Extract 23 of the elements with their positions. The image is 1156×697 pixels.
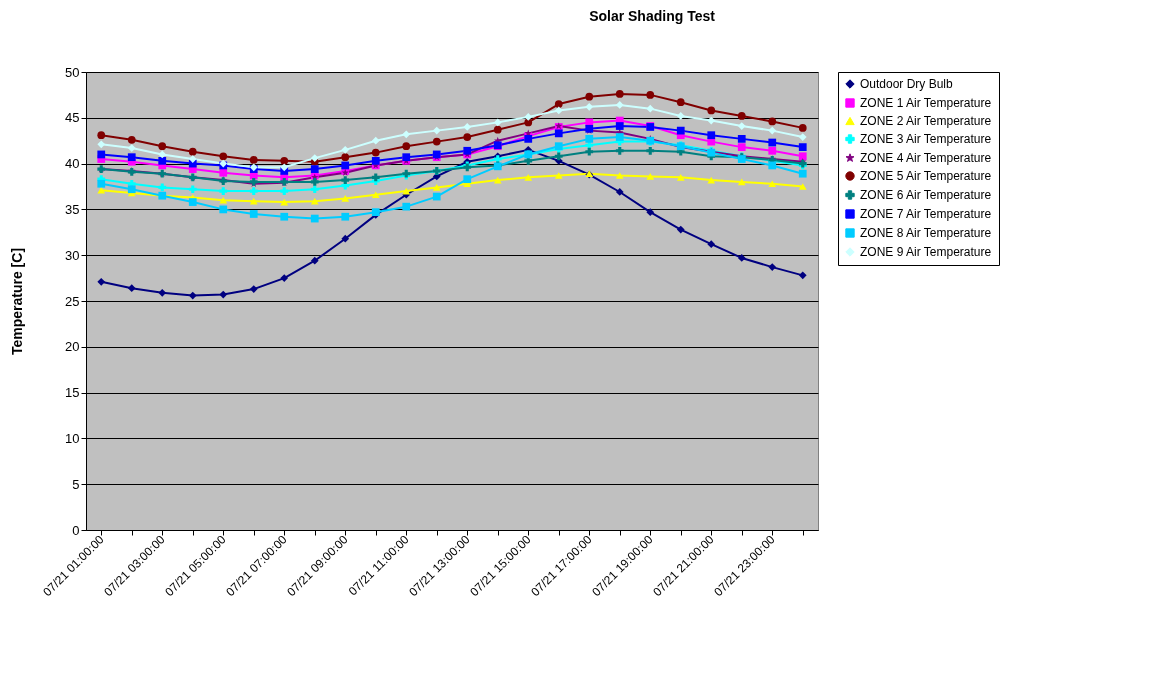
legend-label: Outdoor Dry Bulb — [860, 77, 954, 91]
legend-label: ZONE 4 Air Temperature — [860, 151, 992, 165]
y-tick-label: 15 — [65, 385, 80, 401]
legend-label: ZONE 3 Air Temperature — [860, 132, 992, 146]
chart-title: Solar Shading Test — [589, 8, 716, 24]
legend-label: ZONE 8 Air Temperature — [860, 226, 992, 240]
y-tick-label: 0 — [72, 522, 80, 538]
y-axis-title: Temperature [C] — [9, 247, 26, 356]
y-tick-label: 45 — [65, 110, 80, 126]
legend-label: ZONE 9 Air Temperature — [860, 245, 992, 259]
y-tick-label: 5 — [72, 476, 80, 492]
legend-label: ZONE 2 Air Temperature — [860, 114, 992, 128]
legend-label: ZONE 7 Air Temperature — [860, 207, 992, 221]
y-tick-label: 10 — [65, 430, 80, 446]
legend-label: ZONE 5 Air Temperature — [860, 169, 992, 183]
y-tick-label: 35 — [65, 201, 80, 217]
legend-label: ZONE 1 Air Temperature — [860, 96, 992, 110]
y-tick-label: 20 — [65, 339, 80, 355]
legend-label: ZONE 6 Air Temperature — [860, 188, 992, 202]
y-tick-label: 25 — [65, 293, 80, 309]
y-tick-label: 30 — [65, 247, 80, 263]
y-tick-label: 40 — [65, 156, 80, 172]
y-tick-label: 50 — [65, 64, 80, 80]
